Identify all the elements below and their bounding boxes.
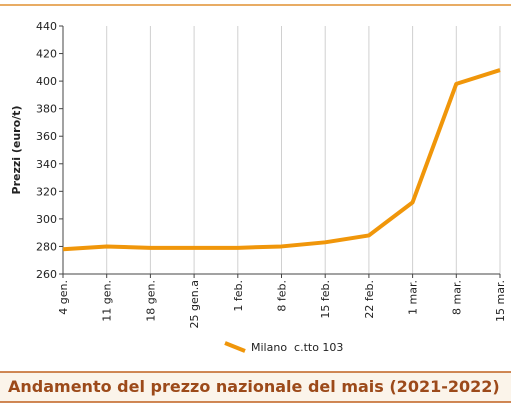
x-tick-label: 15 mar. bbox=[494, 280, 507, 322]
title-band bbox=[0, 372, 511, 402]
y-tick-label: 440 bbox=[36, 20, 57, 33]
x-tick-label: 22 feb. bbox=[363, 280, 376, 319]
x-tick-label: 8 mar. bbox=[450, 280, 463, 315]
x-tick-label: 18 gen. bbox=[144, 280, 157, 322]
x-tick-label: 15 feb. bbox=[319, 280, 332, 319]
x-tick-label: 1 mar. bbox=[407, 280, 420, 315]
x-tick-label: 25 gen.a bbox=[188, 280, 201, 328]
data-line bbox=[62, 68, 501, 252]
chart-title: Andamento del prezzo nazionale del mais … bbox=[8, 377, 500, 396]
x-tick-label: 4 gen. bbox=[57, 280, 70, 315]
legend-swatch bbox=[224, 341, 246, 353]
legend-label: Milano c.tto 103 bbox=[251, 341, 343, 354]
y-axis-label: Prezzi (euro/t) bbox=[10, 106, 23, 195]
y-tick-label: 380 bbox=[36, 103, 57, 116]
y-tick-label: 400 bbox=[36, 75, 57, 88]
y-tick-label: 320 bbox=[36, 185, 57, 198]
x-tick-label: 11 gen. bbox=[101, 280, 114, 322]
x-tick-label: 8 feb. bbox=[276, 280, 289, 312]
y-tick-label: 420 bbox=[36, 48, 57, 61]
x-tick-label: 1 feb. bbox=[232, 280, 245, 312]
y-tick-label: 340 bbox=[36, 158, 57, 171]
y-tick-label: 280 bbox=[36, 240, 57, 253]
y-tick-label: 260 bbox=[36, 268, 57, 281]
y-tick-label: 300 bbox=[36, 213, 57, 226]
y-tick-label: 360 bbox=[36, 130, 57, 143]
